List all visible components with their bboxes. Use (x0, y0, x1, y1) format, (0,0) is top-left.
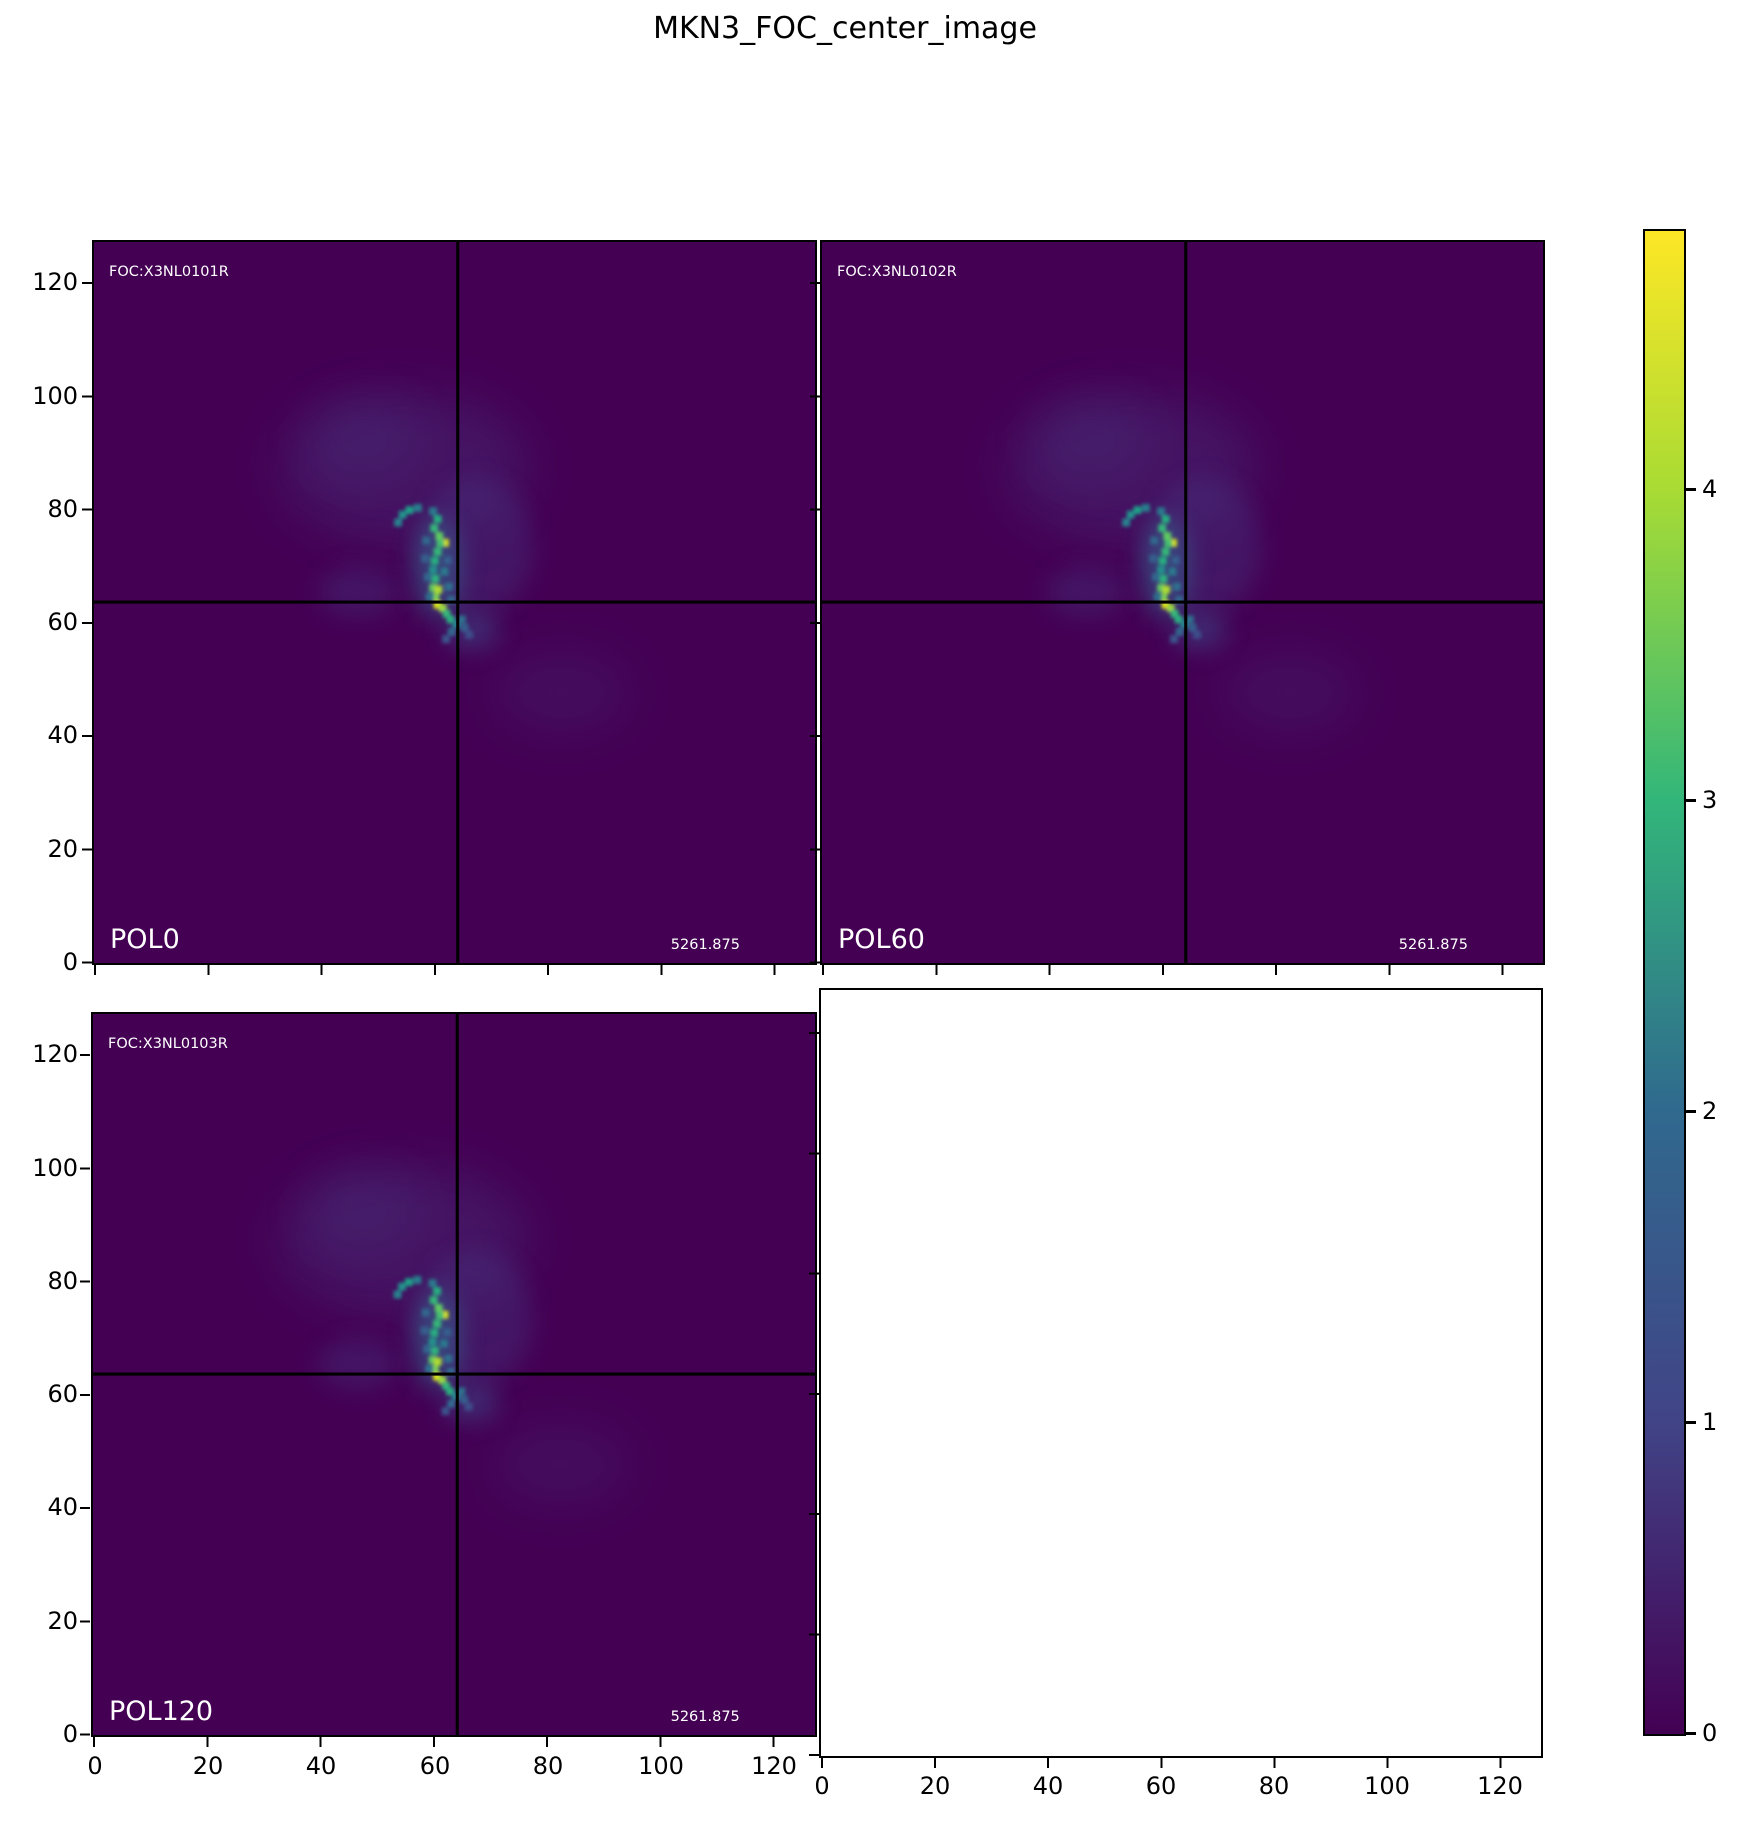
y-tick-label: 20 (47, 1607, 78, 1635)
x-tick-marks-bottom-left (93, 1737, 775, 1747)
pol-label: POL120 (109, 1696, 214, 1727)
colorbar-tick-marks (1686, 488, 1696, 1736)
y-tick-label: 100 (32, 1154, 78, 1182)
x-tick-label: 20 (919, 1772, 951, 1800)
colorbar-tick-label: 4 (1702, 475, 1718, 503)
colorbar-tick-label: 3 (1702, 786, 1718, 814)
y-tick-marks-top-left (82, 282, 92, 964)
colorbar (1643, 229, 1686, 1736)
wavelength-label: 5261.875 (670, 1709, 740, 1725)
colorbar-tick-label: 0 (1702, 1719, 1718, 1747)
y-tick-label: 40 (47, 1493, 78, 1521)
x-tick-marks-top-right (822, 965, 1504, 975)
subplot-pol60: FOC:X3NL0102R POL60 5261.875 (820, 240, 1545, 965)
y-tick-label: 100 (32, 382, 78, 410)
figure-title: MKN3_FOC_center_image (653, 11, 1037, 46)
y-tick-marks-bottom-right (809, 1032, 819, 1756)
x-tick-marks-bottom-right (821, 1758, 1502, 1768)
y-tick-marks-top-right (810, 282, 820, 964)
x-tick-label: 40 (1032, 1772, 1064, 1800)
y-tick-label: 120 (32, 268, 78, 296)
foc-id-label: FOC:X3NL0101R (109, 264, 229, 280)
x-tick-label: 0 (814, 1772, 830, 1800)
pol-label: POL0 (110, 924, 180, 955)
galaxy-heatmap-pol120 (93, 1014, 815, 1735)
colorbar-tick-label: 1 (1702, 1408, 1718, 1436)
foc-id-label: FOC:X3NL0102R (837, 264, 957, 280)
x-tick-label: 80 (1258, 1772, 1290, 1800)
galaxy-heatmap-pol0 (94, 242, 815, 963)
x-tick-label: 100 (638, 1752, 684, 1780)
y-tick-label: 20 (47, 835, 78, 863)
subplot-pol0: FOC:X3NL0101R POL0 5261.875 (92, 240, 817, 965)
x-tick-label: 100 (1364, 1772, 1410, 1800)
colorbar-tick-label: 2 (1702, 1097, 1718, 1125)
foc-id-label: FOC:X3NL0103R (108, 1036, 228, 1052)
x-tick-label: 20 (192, 1752, 224, 1780)
y-tick-label: 40 (47, 721, 78, 749)
y-tick-label: 0 (62, 948, 78, 976)
y-tick-label: 80 (47, 495, 78, 523)
x-tick-marks-top-left (94, 965, 776, 975)
y-tick-marks-bottom-left (80, 1054, 90, 1736)
pol-label: POL60 (838, 924, 925, 955)
x-tick-label: 0 (87, 1752, 103, 1780)
x-tick-label: 80 (532, 1752, 564, 1780)
galaxy-heatmap-pol60 (822, 242, 1543, 963)
wavelength-label: 5261.875 (1398, 937, 1468, 953)
x-tick-label: 120 (1477, 1772, 1523, 1800)
y-tick-label: 80 (47, 1267, 78, 1295)
x-tick-label: 120 (751, 1752, 797, 1780)
x-tick-label: 40 (305, 1752, 337, 1780)
y-tick-label: 60 (47, 608, 78, 636)
x-tick-label: 60 (419, 1752, 451, 1780)
y-tick-label: 0 (62, 1720, 78, 1748)
subplot-pol120: FOC:X3NL0103R POL120 5261.875 (91, 1012, 817, 1737)
subplot-empty (819, 988, 1543, 1758)
y-tick-label: 60 (47, 1380, 78, 1408)
y-tick-label: 120 (32, 1040, 78, 1068)
x-tick-label: 60 (1145, 1772, 1177, 1800)
wavelength-label: 5261.875 (670, 937, 740, 953)
